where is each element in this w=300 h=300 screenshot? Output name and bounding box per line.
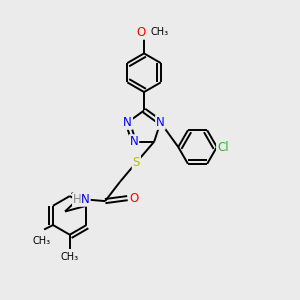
- Text: N: N: [156, 116, 165, 129]
- Text: N: N: [130, 135, 138, 148]
- Text: O: O: [129, 192, 139, 205]
- Text: Cl: Cl: [217, 140, 229, 154]
- Text: N: N: [123, 116, 132, 129]
- Text: N: N: [81, 193, 90, 206]
- Text: H: H: [73, 193, 81, 206]
- Text: CH₃: CH₃: [61, 252, 79, 262]
- Text: CH₃: CH₃: [151, 27, 169, 37]
- Text: CH₃: CH₃: [32, 236, 50, 246]
- Text: O: O: [136, 26, 146, 39]
- Text: S: S: [133, 156, 140, 169]
